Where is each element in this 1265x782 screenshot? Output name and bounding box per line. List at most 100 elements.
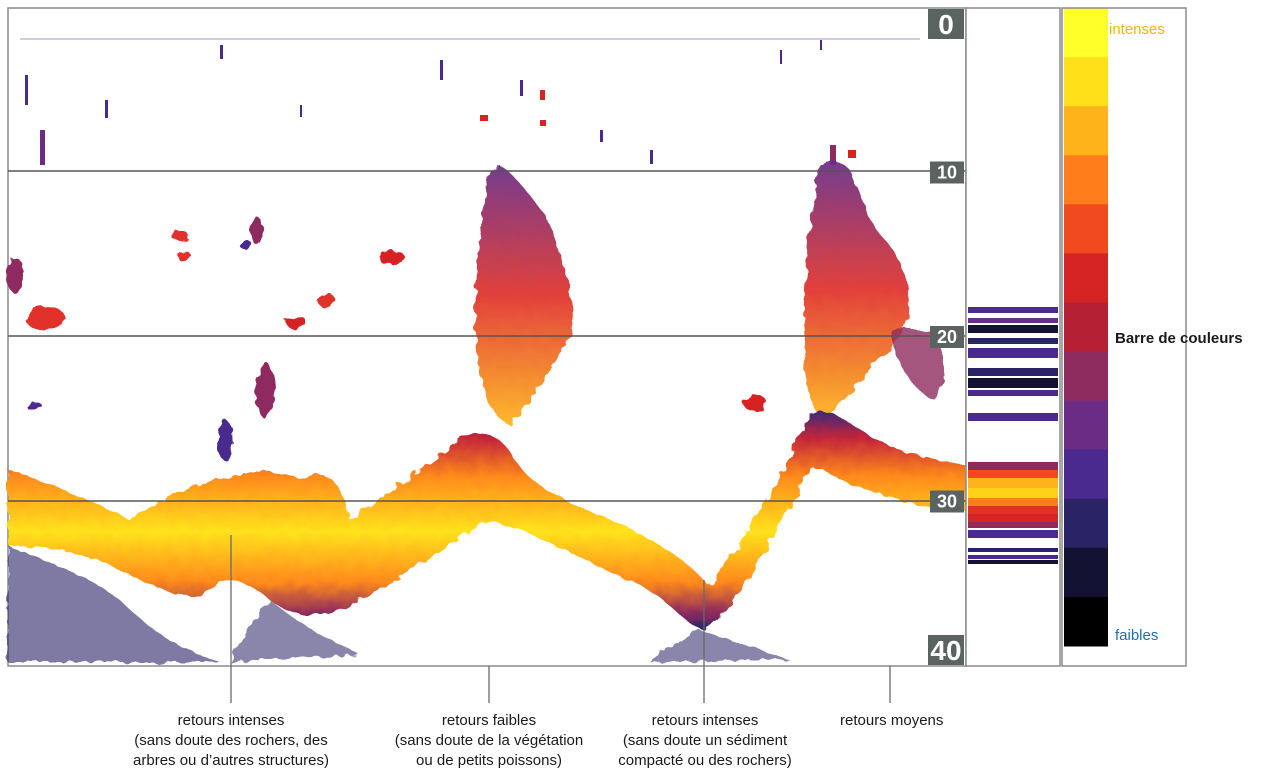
echo-band [968,560,1058,564]
color-bar-segment [1064,367,1108,385]
callout-intense-returns-left: retours intenses (sans doute des rochers… [106,711,356,771]
echo-band [968,318,1058,323]
color-bar-bottom-label: faibles [1115,627,1159,644]
color-bar-segment [1064,106,1108,124]
depth-scale: 0 10 20 30 40 [928,9,964,666]
callout-line: retours intenses [651,712,759,729]
echo-strip [965,7,1061,667]
echo-band [968,413,1058,421]
color-bar-title: Barre de couleurs [1115,330,1243,347]
depth-tick-label: 40 [930,635,961,666]
bottom-contour [8,410,966,630]
color-bar-segment [1064,596,1108,614]
color-bar-segment [1064,318,1108,336]
surface-noise [20,38,920,165]
echo-band [968,488,1058,498]
depth-tick-label: 0 [938,9,954,40]
echo-strip-bands [968,307,1058,564]
echo-band [968,368,1058,376]
depth-tick-0: 0 [928,9,964,40]
color-bar-segment [1064,155,1108,173]
color-bar-segment [1064,564,1108,582]
echo-band [968,325,1058,333]
echo-band [968,307,1058,313]
bottom-halo [8,545,220,662]
color-bar-segment [1064,220,1108,238]
color-bar-segment [1064,335,1108,353]
color-bar-segment [1064,515,1108,532]
callout-line: retours moyens [840,712,944,729]
color-bar-bracket [1061,7,1187,667]
echo-band [968,338,1058,344]
callout-intense-returns-right: retours intenses (sans doute un sédiment… [595,711,815,771]
depth-tick-label: 30 [937,492,957,512]
mid-water-returns [7,216,767,460]
callout-line: (sans doute de la végétation [394,732,584,749]
color-bar-segment [1064,302,1108,320]
color-bar-segment [1064,237,1108,254]
color-bar-segment [1064,580,1108,598]
color-bar-segment [1064,400,1108,418]
depth-tick-20: 20 [930,326,964,348]
vegetation-plumes [475,160,945,425]
color-bar-segment [1064,433,1108,451]
color-bar-segment [1064,547,1108,565]
callout-medium-returns: retours moyens [840,711,944,731]
depth-tick-30: 30 [930,490,964,513]
color-bar-segment [1064,613,1108,631]
color-bar-segment [1064,286,1108,303]
callout-line: retours intenses [177,712,285,729]
color-bar-segment [1064,73,1108,91]
echo-band [968,390,1058,396]
depth-tick-label: 20 [937,327,957,347]
color-bar-segment [1064,466,1108,483]
echo-band [968,555,1058,559]
color-bar-segment [1064,171,1108,189]
echo-band [968,378,1058,388]
color-bar-segment [1064,204,1108,222]
color-bar-segment [1064,8,1108,25]
color-bar-segment [1064,122,1108,140]
color-bar-segment [1064,40,1108,58]
color-bar-segment [1064,57,1108,74]
color-bar-segment [1064,531,1108,549]
color-bar-segment [1064,629,1108,647]
callout-line: retours faibles [441,712,537,729]
depth-tick-40: 40 [928,635,964,666]
echo-band [968,514,1058,522]
callout-line: ou de petits poissons) [416,752,562,769]
echo-band [968,462,1058,470]
color-bar-segment [1064,89,1108,107]
echo-band [968,478,1058,488]
color-bar-segment [1064,253,1108,271]
callout-line: arbres ou d’autres structures) [133,752,329,769]
color-bar-segment [1064,138,1108,156]
color-bar-segment [1064,384,1108,402]
echo-band [968,530,1058,538]
depth-tick-10: 10 [930,161,964,184]
color-bar-top-label: intenses [1109,21,1165,38]
echo-band [968,470,1058,478]
color-bar-segment [1064,24,1108,42]
echo-band [968,548,1058,552]
color-bar-segment [1064,416,1108,434]
callout-leaders [230,535,891,703]
color-bar-segment [1064,351,1108,369]
callout-line: (sans doute un sédiment [622,732,788,749]
color-bar-segment [1064,449,1108,467]
echo-band [968,498,1058,506]
echo-band [968,348,1058,358]
echo-band [968,522,1058,528]
color-bar-segment [1064,187,1108,205]
callout-line: (sans doute des rochers, des [134,732,328,749]
color-bar-segment [1064,482,1108,500]
color-bar-segment [1064,498,1108,516]
color-bar-segment [1064,269,1108,287]
callout-line: compacté ou des rochers) [618,752,792,769]
depth-tick-label: 10 [937,163,957,183]
echo-band [968,506,1058,514]
depth-lines [8,170,966,502]
color-bar [1064,8,1108,647]
